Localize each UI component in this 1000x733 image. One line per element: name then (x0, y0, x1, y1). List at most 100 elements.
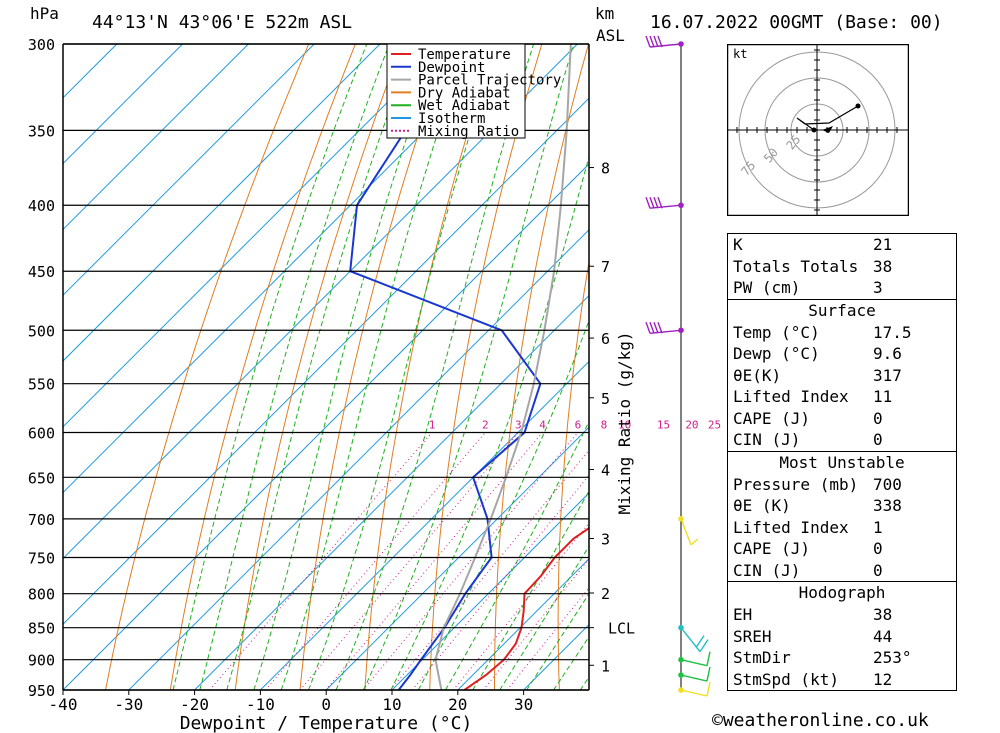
mixing-ratio-label: 15 (657, 418, 670, 431)
wet-adiabat-line (445, 420, 589, 690)
asl-label: ASL (596, 26, 625, 45)
index-row: Dewp (°C) 9.6 (733, 344, 902, 363)
pressure-tick-label: 600 (28, 424, 55, 442)
index-row: Lifted Index 11 (733, 387, 893, 406)
index-row: CAPE (J) 0 (733, 539, 883, 558)
datetime-label: 16.07.2022 00GMT (Base: 00) (650, 12, 943, 33)
index-row: θE(K) 317 (733, 365, 902, 385)
lcl-label: LCL (608, 620, 635, 638)
dry-adiabat-line (364, 44, 496, 690)
wet-adiabat-line (172, 44, 368, 690)
wet-adiabat-line (335, 44, 535, 690)
isotherm-line (325, 426, 589, 690)
mixing-ratio-line (482, 558, 589, 690)
index-row: StmSpd (kt) 12 (733, 669, 893, 689)
legend-entry: Temperature (418, 47, 511, 63)
mixing-ratio-label: 1 (429, 418, 436, 431)
isotherm-line (63, 44, 315, 296)
isotherm-line (63, 44, 183, 165)
wind-barb-shaft (649, 204, 682, 209)
pressure-unit-label: hPa (30, 4, 59, 23)
x-axis-title: Dewpoint / Temperature (°C) (180, 713, 473, 733)
dry-adiabat-line (169, 44, 356, 690)
wind-barb-flag (690, 538, 699, 546)
pressure-tick-label: 800 (28, 586, 55, 604)
wind-barb-shaft (649, 43, 682, 48)
legend-entry: Parcel Trajectory (418, 73, 561, 89)
index-row: CIN (J) 0 (733, 430, 883, 449)
mixing-ratio-label: 20 (685, 418, 698, 431)
mixing-ratio-axis-title: Mixing Ratio (g/kg) (615, 331, 634, 514)
wet-adiabat-line (308, 44, 499, 690)
x-tick-label: -40 (49, 695, 78, 714)
pressure-tick-label: 550 (28, 376, 55, 394)
wet-adiabat-line (199, 44, 390, 690)
index-row: PW (cm) 3 (733, 278, 883, 297)
index-row: Totals Totals 38 (733, 256, 893, 276)
wind-barb-flag (653, 322, 659, 334)
wind-barb-flag (645, 35, 651, 48)
wet-adiabat-line (363, 44, 575, 690)
index-row: CAPE (J) 0 (733, 408, 883, 428)
legend-entry: Dewpoint (418, 60, 485, 76)
dry-adiabat-line (557, 258, 589, 690)
isotherm-line (63, 163, 589, 690)
pressure-tick-label: 350 (28, 122, 55, 140)
mixing-ratio-line (389, 449, 589, 690)
section-title: Most Unstable (779, 452, 905, 472)
index-row: Lifted Index 1 (733, 517, 883, 537)
hodograph-start-point (811, 127, 817, 133)
x-tick-label: 10 (382, 695, 401, 714)
hodograph-section: Hodograph EH 38 SREH 44 StmDir 253° StmS… (728, 581, 956, 690)
dry-adiabat-line (105, 44, 310, 690)
index-row: Temp (°C) 17.5 (733, 322, 912, 342)
pressure-tick-label: 650 (28, 469, 55, 487)
pressure-tick-label: 700 (28, 511, 55, 529)
wind-barb-flag (645, 196, 651, 209)
index-row: EH 38 (733, 605, 893, 624)
parcel-trajectory-line (434, 44, 572, 690)
wet-adiabat-line (499, 545, 589, 690)
legend-entry: Isotherm (418, 111, 485, 127)
copyright-link[interactable]: ©weatheronline.co.uk (712, 710, 929, 731)
wind-barb-flag (699, 639, 709, 653)
km-tick-label: 1 (601, 657, 610, 675)
km-tick-label: 6 (601, 330, 610, 348)
indices-table: K 21 Totals Totals 38 PW (cm) 3 Surface … (727, 233, 957, 691)
x-tick-label: -20 (180, 695, 209, 714)
wind-barb-shaft (649, 329, 682, 334)
wind-barb-shaft (680, 674, 708, 682)
pressure-tick-label: 300 (28, 36, 55, 54)
isotherm-line (194, 294, 589, 690)
temperature-line (463, 526, 589, 690)
wind-barb-shaft (680, 518, 692, 546)
x-tick-label: -30 (114, 695, 143, 714)
wind-barb-flag (645, 322, 651, 334)
km-tick-label: 2 (601, 585, 610, 603)
mixing-ratio-label: 4 (539, 418, 546, 431)
wind-barb-flag (649, 322, 655, 334)
wind-barb-flag (657, 35, 663, 48)
wind-barb-flag (706, 681, 711, 697)
x-tick-label: 30 (514, 695, 533, 714)
index-row: CIN (J) 0 (733, 560, 883, 580)
mixing-ratio-label: 3 (515, 418, 522, 431)
wind-barb-flag (649, 35, 655, 48)
mixing-ratio-line (411, 474, 589, 690)
isotherm-line (63, 44, 578, 560)
hodograph-end-point (855, 103, 861, 109)
wind-barb-shaft (680, 659, 708, 667)
mixing-ratio-label: 6 (575, 418, 582, 431)
pressure-tick-label: 950 (28, 682, 55, 700)
wind-barb (680, 681, 711, 697)
pressure-tick-label: 450 (28, 263, 55, 281)
isotherm-line (63, 44, 381, 362)
wind-barb (645, 35, 682, 48)
surface-section: Surface Temp (°C) 17.5 Dewp (°C) 9.6 θE(… (728, 298, 956, 451)
dry-adiabat-line (299, 44, 450, 690)
wind-barb (645, 196, 682, 209)
most-unstable-section: Most Unstable Pressure (mb) 700 θE (K) 3… (728, 450, 956, 582)
wind-barb (680, 666, 711, 682)
